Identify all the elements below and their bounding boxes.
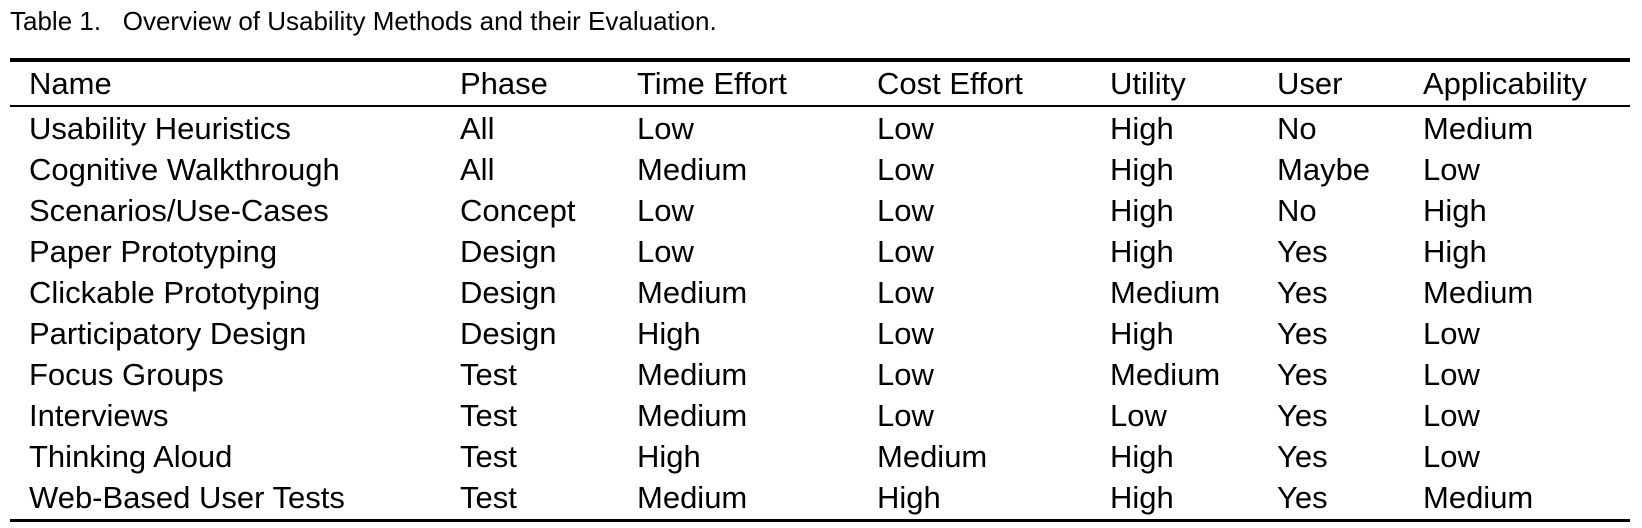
top-rule	[10, 58, 1630, 62]
table-cell: Medium	[637, 357, 748, 392]
table-cell: All	[460, 111, 495, 146]
table-cell: Medium	[1423, 480, 1534, 515]
table-cell: Low	[1423, 316, 1480, 351]
table-cell: Test	[460, 357, 517, 392]
table-cell: Cognitive Walkthrough	[29, 152, 340, 187]
table-cell: Test	[460, 398, 517, 433]
table-cell: High	[1110, 316, 1174, 351]
table-cell: High	[1110, 152, 1174, 187]
table-cell: Medium	[1110, 275, 1221, 310]
header-cell: Cost Effort	[877, 66, 1023, 101]
table-cell: High	[1110, 193, 1174, 228]
table-cell: Low	[877, 275, 934, 310]
table-cell: Low	[877, 357, 934, 392]
table-cell: Medium	[1423, 111, 1534, 146]
table-cell: Low	[877, 152, 934, 187]
table-cell: Focus Groups	[29, 357, 224, 392]
header-cell: Phase	[460, 66, 548, 101]
header-cell: Applicability	[1423, 66, 1587, 101]
table-cell: Thinking Aloud	[29, 439, 233, 474]
table-caption: Table 1. Overview of Usability Methods a…	[10, 6, 717, 36]
table-cell: Low	[877, 398, 934, 433]
table-cell: Low	[877, 234, 934, 269]
table-cell: High	[1110, 234, 1174, 269]
table-cell: Medium	[637, 480, 748, 515]
table-cell: Web-Based User Tests	[29, 480, 345, 515]
header-cell: Utility	[1110, 66, 1186, 101]
table-cell: All	[460, 152, 495, 187]
table-cell: No	[1277, 193, 1317, 228]
table-cell: Participatory Design	[29, 316, 307, 351]
table-cell: Test	[460, 439, 517, 474]
table-cell: Yes	[1277, 439, 1328, 474]
table-cell: High	[1110, 111, 1174, 146]
bottom-rule	[10, 519, 1630, 522]
table-cell: Yes	[1277, 234, 1328, 269]
table-cell: Scenarios/Use-Cases	[29, 193, 329, 228]
table-cell: High	[1423, 234, 1487, 269]
table-cell: No	[1277, 111, 1317, 146]
table-cell: Low	[1423, 398, 1480, 433]
table-cell: Low	[877, 193, 934, 228]
table-cell: Low	[877, 111, 934, 146]
header-rule	[10, 105, 1630, 107]
table-cell: Clickable Prototyping	[29, 275, 321, 310]
table-cell: High	[1110, 439, 1174, 474]
header-cell: Name	[29, 66, 112, 101]
table-cell: Low	[637, 234, 694, 269]
table-cell: Yes	[1277, 398, 1328, 433]
table-cell: Low	[637, 193, 694, 228]
header-cell: Time Effort	[637, 66, 787, 101]
table-cell: Low	[637, 111, 694, 146]
table-cell: Medium	[637, 275, 748, 310]
table-cell: Test	[460, 480, 517, 515]
table-cell: Yes	[1277, 357, 1328, 392]
table-cell: Maybe	[1277, 152, 1371, 187]
table-cell: Interviews	[29, 398, 169, 433]
table-cell: High	[637, 439, 701, 474]
table-cell: Low	[1423, 152, 1480, 187]
table-cell: Usability Heuristics	[29, 111, 291, 146]
table-cell: Low	[1110, 398, 1167, 433]
table-cell: Low	[1423, 357, 1480, 392]
table-cell: Medium	[637, 152, 748, 187]
table-cell: Low	[877, 316, 934, 351]
table-cell: Design	[460, 275, 557, 310]
table-cell: Paper Prototyping	[29, 234, 278, 269]
table-cell: Medium	[637, 398, 748, 433]
table-cell: High	[1110, 480, 1174, 515]
table-cell: Medium	[1110, 357, 1221, 392]
table-cell: High	[637, 316, 701, 351]
table-cell: High	[1423, 193, 1487, 228]
table-cell: Low	[1423, 439, 1480, 474]
table-cell: Design	[460, 316, 557, 351]
header-cell: User	[1277, 66, 1343, 101]
table-cell: Yes	[1277, 316, 1328, 351]
table-cell: Medium	[877, 439, 988, 474]
table-cell: Yes	[1277, 480, 1328, 515]
table-cell: High	[877, 480, 941, 515]
table-cell: Medium	[1423, 275, 1534, 310]
table-cell: Design	[460, 234, 557, 269]
table-cell: Yes	[1277, 275, 1328, 310]
table-cell: Concept	[460, 193, 576, 228]
